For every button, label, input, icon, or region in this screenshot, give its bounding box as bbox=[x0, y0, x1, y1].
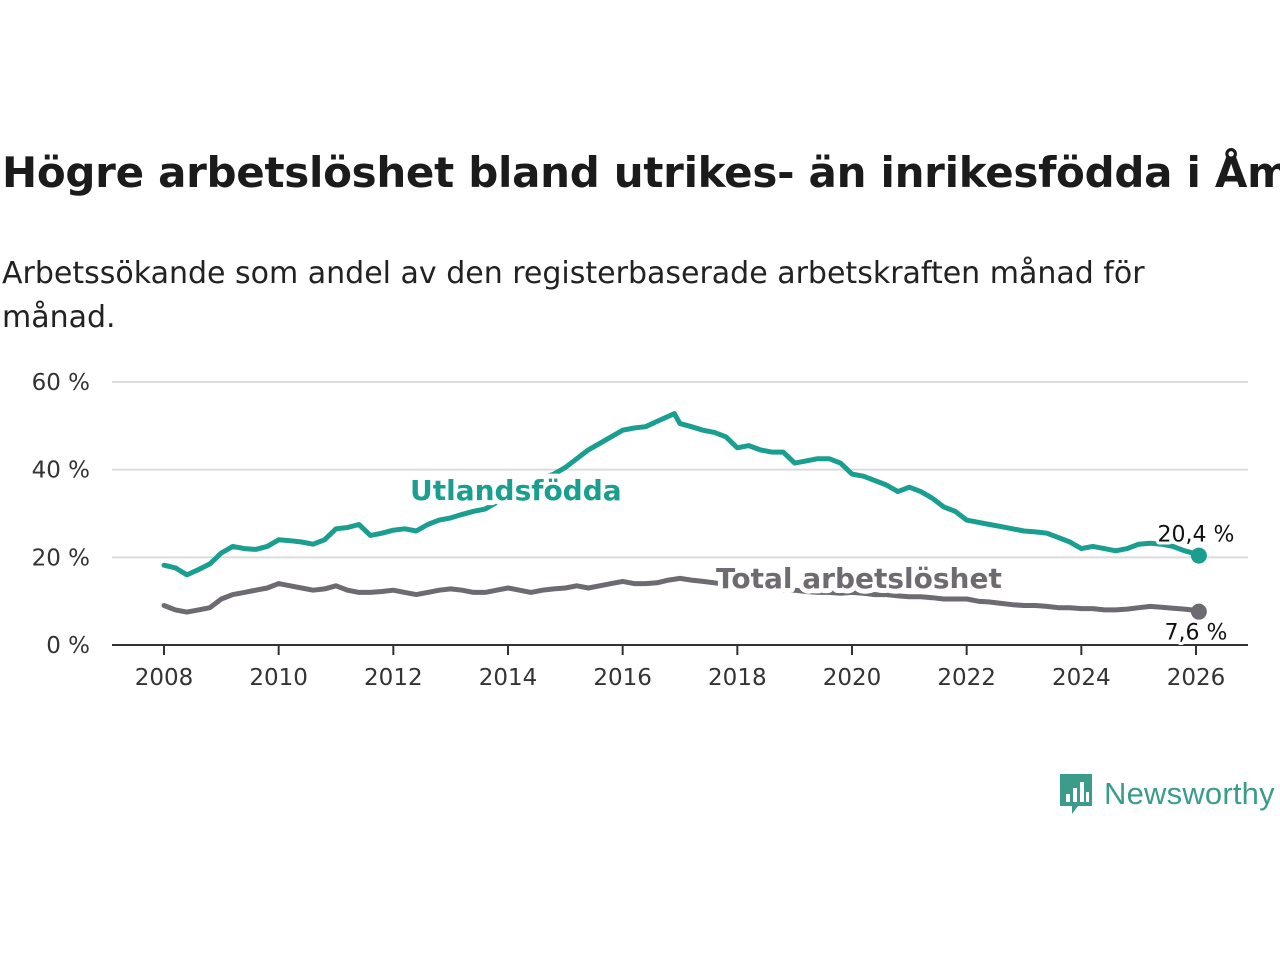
x-tick-label: 2026 bbox=[1167, 665, 1226, 691]
x-tick-label: 2016 bbox=[593, 665, 652, 691]
x-tick-label: 2008 bbox=[135, 665, 194, 691]
y-tick-label: 0 % bbox=[46, 633, 90, 659]
newsworthy-logo-text: Newsworthy bbox=[1104, 776, 1275, 811]
series-label-utlandsfodda: Utlandsfödda bbox=[410, 474, 622, 507]
x-tick-label: 2014 bbox=[479, 665, 538, 691]
series-label-total: Total arbetslöshet bbox=[716, 562, 1002, 595]
x-tick-label: 2020 bbox=[823, 665, 882, 691]
x-tick-label: 2018 bbox=[708, 665, 767, 691]
end-label-utlandsfodda: 20,4 % bbox=[1158, 523, 1235, 548]
end-point-utlandsfodda bbox=[1190, 547, 1207, 564]
end-point-total bbox=[1190, 603, 1207, 620]
x-tick-label: 2012 bbox=[364, 665, 423, 691]
x-tick-label: 2010 bbox=[249, 665, 308, 691]
newsworthy-logo: Newsworthy bbox=[1058, 772, 1275, 816]
end-label-total: 7,6 % bbox=[1165, 621, 1228, 646]
y-tick-label: 20 % bbox=[32, 545, 90, 571]
series-line-utlandsfodda bbox=[161, 411, 1202, 578]
y-tick-label: 40 % bbox=[32, 458, 90, 484]
series-line-total bbox=[161, 575, 1202, 615]
newsworthy-logo-icon bbox=[1060, 774, 1092, 814]
x-tick-label: 2022 bbox=[937, 665, 996, 691]
y-tick-label: 60 % bbox=[32, 370, 90, 396]
chart-subtitle: Arbetssökande som andel av den registerb… bbox=[2, 256, 1145, 335]
x-tick-label: 2024 bbox=[1052, 665, 1111, 691]
chart-title: Högre arbetslöshet bland utrikes- än inr… bbox=[2, 148, 1280, 197]
